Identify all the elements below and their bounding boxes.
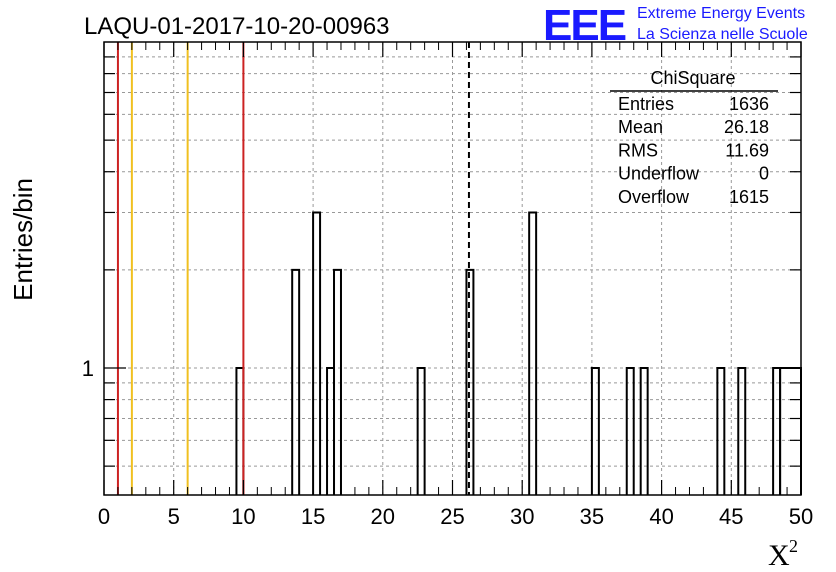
y-axis-label: Entries/bin xyxy=(8,178,38,301)
x-tick-label-5: 5 xyxy=(168,504,180,529)
chart-title: LAQU-01-2017-10-20-00963 xyxy=(84,13,390,40)
x-tick-label-25: 25 xyxy=(440,504,464,529)
x-axis-label: X xyxy=(768,539,790,572)
stats-value-rms: 11.69 xyxy=(725,140,769,160)
stats-label-entries: Entries xyxy=(618,94,674,114)
histogram-bar-11 xyxy=(716,367,726,495)
stats-label-rms: RMS xyxy=(618,140,658,160)
stats-label-mean: Mean xyxy=(618,117,663,137)
logo-line-2: La Scienza nelle Scuole xyxy=(637,26,808,43)
x-tick-label-45: 45 xyxy=(719,504,743,529)
x-axis-label-superscript: 2 xyxy=(789,536,798,556)
histogram-bar-6 xyxy=(465,268,475,495)
x-tick-label-50: 50 xyxy=(789,504,813,529)
x-axis-ticks: 0 5 10 15 20 25 30 35 40 45 50 xyxy=(98,42,813,529)
x-tick-label-30: 30 xyxy=(510,504,534,529)
histogram-bar-0 xyxy=(235,367,245,495)
histogram-bar-4 xyxy=(333,268,342,495)
histogram-bar-2 xyxy=(312,211,322,495)
y-axis-ticks: 1 xyxy=(82,56,801,467)
histogram-bar-3 xyxy=(326,367,336,495)
histogram-bar-10 xyxy=(639,367,649,495)
eee-logo: EEE Extreme Energy Events La Scienza nel… xyxy=(543,1,808,50)
stats-box: ChiSquare Entries 1636 Mean 26.18 RMS 11.69 Un… xyxy=(610,68,778,207)
x-tick-label-20: 20 xyxy=(371,504,395,529)
x-tick-label-40: 40 xyxy=(649,504,673,529)
stats-value-mean: 26.18 xyxy=(724,117,769,137)
histogram-bar-5 xyxy=(416,367,426,495)
stats-label-underflow: Underflow xyxy=(618,164,700,184)
y-tick-label-1: 1 xyxy=(82,356,94,381)
stats-title: ChiSquare xyxy=(650,68,735,88)
histogram-bar-13 xyxy=(772,367,782,495)
histogram-bar-14 xyxy=(779,367,802,495)
logo-mark: EEE xyxy=(543,1,626,50)
histogram-bar-7 xyxy=(528,211,538,495)
histogram-bar-9 xyxy=(625,367,635,495)
stats-label-overflow: Overflow xyxy=(618,187,690,207)
histogram-bar-12 xyxy=(737,367,747,495)
stats-value-entries: 1636 xyxy=(729,94,769,114)
histogram-bins xyxy=(235,211,802,495)
stats-value-overflow: 1615 xyxy=(729,187,769,207)
stats-value-underflow: 0 xyxy=(759,164,769,184)
x-tick-label-0: 0 xyxy=(98,504,110,529)
x-tick-label-15: 15 xyxy=(301,504,325,529)
x-tick-label-35: 35 xyxy=(580,504,604,529)
histogram-bar-1 xyxy=(291,268,301,495)
histogram-bar-8 xyxy=(590,367,600,495)
grid-lines xyxy=(104,42,801,495)
x-tick-label-10: 10 xyxy=(231,504,255,529)
logo-line-1: Extreme Energy Events xyxy=(637,5,805,22)
reference-lines xyxy=(116,42,470,495)
